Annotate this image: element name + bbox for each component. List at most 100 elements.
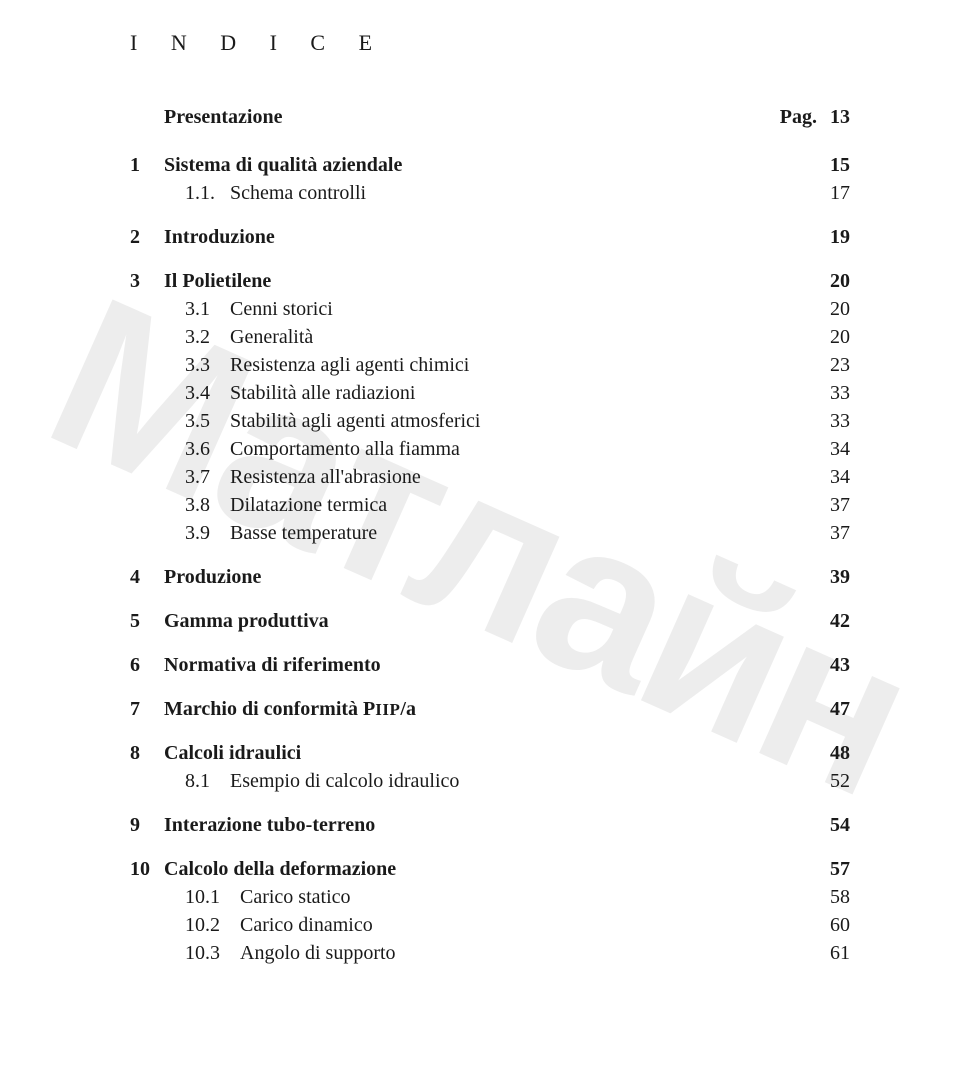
toc-row-left: Presentazione	[130, 106, 283, 128]
toc-subnum: 3.5	[130, 410, 230, 432]
toc-row: 3.9Basse temperature37	[130, 522, 850, 544]
toc-label: Cenni storici	[230, 298, 333, 320]
toc-page-number: 34	[830, 438, 850, 460]
toc-row-left: 3.2Generalità	[130, 326, 313, 348]
toc-subnum: 10.2	[130, 914, 240, 936]
toc-num: 6	[130, 654, 164, 676]
toc-subnum: 10.1	[130, 886, 240, 908]
toc-row: 3.4Stabilità alle radiazioni 33	[130, 382, 850, 404]
toc-page-number: 58	[830, 886, 850, 908]
toc-row-left: 10.3Angolo di supporto	[130, 942, 396, 964]
toc-row-left: 3.4Stabilità alle radiazioni	[130, 382, 416, 404]
toc-page-number: 42	[830, 610, 850, 632]
toc-row-left: 3.5Stabilità agli agenti atmosferici	[130, 410, 480, 432]
toc-label: Carico statico	[240, 886, 351, 908]
toc-label: Marchio di conformità PIIP/a	[164, 698, 416, 720]
toc-row: 3.6Comportamento alla fiamma34	[130, 438, 850, 460]
toc-page-number: 33	[830, 382, 850, 404]
page-value: 13	[825, 106, 850, 128]
toc-row: 4Produzione39	[130, 566, 850, 588]
toc-page-number: 37	[830, 522, 850, 544]
toc-row-left: 3.3Resistenza agli agenti chimici	[130, 354, 469, 376]
table-of-contents: PresentazionePag. 131Sistema di qualità …	[130, 106, 850, 964]
toc-subnum: 1.1.	[130, 182, 230, 204]
toc-page-number: 20	[830, 326, 850, 348]
toc-subnum: 3.7	[130, 466, 230, 488]
toc-label: Gamma produttiva	[164, 610, 329, 632]
toc-label: Generalità	[230, 326, 313, 348]
small-caps: IIP	[375, 700, 400, 719]
toc-page-number: 61	[830, 942, 850, 964]
toc-page-number: 57	[830, 858, 850, 880]
toc-label: Carico dinamico	[240, 914, 373, 936]
toc-num: 7	[130, 698, 164, 720]
toc-subnum: 3.3	[130, 354, 230, 376]
toc-num: 8	[130, 742, 164, 764]
toc-row: 10Calcolo della deformazione 57	[130, 858, 850, 880]
toc-page-number: 48	[830, 742, 850, 764]
toc-row-left: 3.8Dilatazione termica	[130, 494, 387, 516]
toc-label: Dilatazione termica	[230, 494, 387, 516]
toc-row-left: 8.1Esempio di calcolo idraulico	[130, 770, 459, 792]
toc-label: Resistenza all'abrasione	[230, 466, 421, 488]
toc-row: 9Interazione tubo-terreno 54	[130, 814, 850, 836]
toc-row: 5Gamma produttiva 42	[130, 610, 850, 632]
toc-label: Basse temperature	[230, 522, 377, 544]
toc-row-left: 3.1Cenni storici	[130, 298, 333, 320]
toc-subnum: 3.2	[130, 326, 230, 348]
toc-label: Stabilità alle radiazioni	[230, 382, 416, 404]
toc-row: 3.1Cenni storici 20	[130, 298, 850, 320]
toc-label: Calcolo della deformazione	[164, 858, 396, 880]
toc-page-number: 54	[830, 814, 850, 836]
toc-row: 3.3Resistenza agli agenti chimici 23	[130, 354, 850, 376]
toc-label: Schema controlli	[230, 182, 366, 204]
toc-page-number: 15	[830, 154, 850, 176]
toc-num: 1	[130, 154, 164, 176]
toc-page-number: 33	[830, 410, 850, 432]
toc-row: 8.1Esempio di calcolo idraulico52	[130, 770, 850, 792]
toc-row-left: 10.2Carico dinamico	[130, 914, 373, 936]
toc-label: Produzione	[164, 566, 261, 588]
toc-label: Il Polietilene	[164, 270, 271, 292]
toc-page-number: 47	[830, 698, 850, 720]
toc-row-left: 5Gamma produttiva	[130, 610, 329, 632]
toc-page-number: 20	[830, 270, 850, 292]
toc-row: 8Calcoli idraulici 48	[130, 742, 850, 764]
toc-subnum: 8.1	[130, 770, 230, 792]
toc-row: 2Introduzione 19	[130, 226, 850, 248]
page: Матлайн I N D I C E PresentazionePag. 13…	[0, 0, 960, 1091]
toc-subnum: 10.3	[130, 942, 240, 964]
toc-row: 10.1Carico statico 58	[130, 886, 850, 908]
toc-row: 1.1.Schema controlli17	[130, 182, 850, 204]
toc-label: Introduzione	[164, 226, 275, 248]
toc-label: Resistenza agli agenti chimici	[230, 354, 469, 376]
toc-page-number: 20	[830, 298, 850, 320]
toc-row-left: 10Calcolo della deformazione	[130, 858, 396, 880]
toc-row: 3Il Polietilene 20	[130, 270, 850, 292]
toc-page-number: 34	[830, 466, 850, 488]
toc-label: Calcoli idraulici	[164, 742, 301, 764]
toc-label: Presentazione	[164, 106, 283, 128]
toc-num: 2	[130, 226, 164, 248]
toc-subnum: 3.4	[130, 382, 230, 404]
toc-label: Normativa di riferimento	[164, 654, 381, 676]
toc-row: 10.3Angolo di supporto 61	[130, 942, 850, 964]
toc-page-number: 19	[830, 226, 850, 248]
toc-label: Angolo di supporto	[240, 942, 396, 964]
heading-indice: I N D I C E	[130, 30, 850, 56]
toc-page-number: 60	[830, 914, 850, 936]
toc-row-left: 9Interazione tubo-terreno	[130, 814, 375, 836]
toc-page-number: 23	[830, 354, 850, 376]
toc-row: 3.5Stabilità agli agenti atmosferici 33	[130, 410, 850, 432]
toc-num: 4	[130, 566, 164, 588]
toc-row: 7Marchio di conformità PIIP/a 47	[130, 698, 850, 720]
toc-row-left: 6Normativa di riferimento	[130, 654, 381, 676]
content: I N D I C E PresentazionePag. 131Sistema…	[130, 30, 850, 964]
toc-num: 3	[130, 270, 164, 292]
toc-page-number: 37	[830, 494, 850, 516]
toc-label: Esempio di calcolo idraulico	[230, 770, 459, 792]
toc-subnum: 3.8	[130, 494, 230, 516]
toc-num: 5	[130, 610, 164, 632]
toc-label: Interazione tubo-terreno	[164, 814, 375, 836]
toc-row: 10.2Carico dinamico 60	[130, 914, 850, 936]
